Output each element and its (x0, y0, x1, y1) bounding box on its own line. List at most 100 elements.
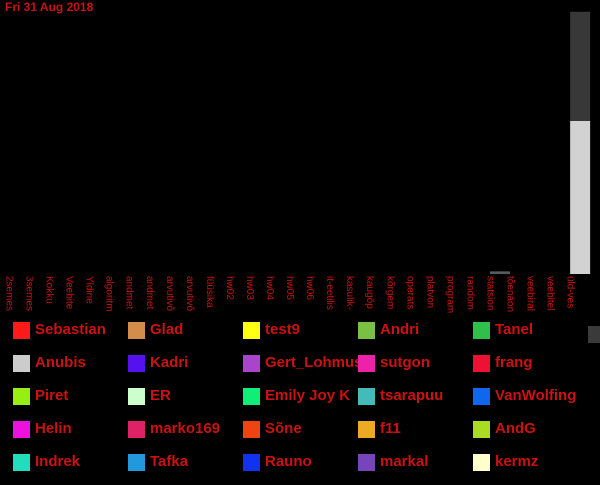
legend-swatch (358, 322, 375, 339)
x-tick-label: program (444, 276, 455, 313)
legend-item: Kadri (128, 352, 243, 374)
legend-swatch (128, 322, 145, 339)
legend-item: Tafka (128, 451, 243, 473)
legend-label: Piret (35, 387, 69, 404)
legend-item: Glad (128, 319, 243, 341)
x-tick-label: kasulik- (344, 276, 355, 310)
legend-label: kermz (495, 453, 539, 470)
x-tick-labels: 2semes 3semes Kokku Veebite Yldine algoritm an… (4, 276, 576, 313)
x-tick-label: tõenäon (505, 276, 516, 312)
x-tick-label: veebitel (545, 276, 556, 310)
bar-24-series-0 (489, 271, 510, 274)
x-tick-label: kaugõp (364, 276, 375, 309)
legend-item: Piret (13, 385, 128, 407)
x-tick-label: Veebite (64, 276, 75, 310)
legend-label: ER (150, 387, 171, 404)
legend-swatch (128, 454, 145, 471)
legend-label: Glad (150, 321, 184, 338)
legend-swatch (128, 421, 145, 438)
x-tick-label: hw02 (224, 276, 235, 300)
legend-item: AndG (473, 418, 588, 440)
legend-label: Sebastian (35, 321, 106, 338)
bar-28-series-1 (570, 11, 591, 121)
legend-label: Tafka (150, 453, 189, 470)
legend-swatch (243, 454, 260, 471)
x-tick-label: operats (404, 276, 415, 309)
legend-item: VanWolfing (473, 385, 588, 407)
legend-swatch (358, 454, 375, 471)
legend-label: VanWolfing (495, 387, 577, 404)
legend-label: Indrek (35, 453, 81, 470)
legend-item: Rauno (243, 451, 358, 473)
x-tick-label: algoritm (104, 276, 115, 312)
legend-item: tsarapuu (358, 385, 473, 407)
x-tick-label: statsion (484, 276, 495, 310)
legend-item: ER (128, 385, 243, 407)
x-tick-label: kõrgem (384, 276, 395, 309)
legend-swatch (473, 454, 490, 471)
legend-item: Emily Joy K (243, 385, 358, 407)
legend-item: frang (473, 352, 588, 374)
legend-label: Sõne (265, 420, 302, 437)
legend-swatch (13, 454, 30, 471)
x-tick-label: 2semes (4, 276, 15, 311)
legend-item: Tanel (473, 319, 588, 341)
legend-swatch (473, 322, 490, 339)
x-tick-label: veebiral (525, 276, 536, 311)
legend-label: AndG (495, 420, 536, 437)
legend-label: Helin (35, 420, 72, 437)
x-tick-label: hw05 (284, 276, 295, 300)
x-tick-label: andmet (144, 276, 155, 310)
legend-label: tsarapuu (380, 387, 444, 404)
bars-group (489, 11, 591, 274)
x-tick-label: hw03 (244, 276, 255, 300)
legend-item: sutgon (358, 352, 473, 374)
legend-swatch (13, 322, 30, 339)
legend-swatch (358, 421, 375, 438)
legend-label: frang (495, 354, 533, 371)
legend-label: Tanel (495, 321, 534, 338)
legend-item: Gert_Lohmus (243, 352, 358, 374)
legend-label: markal (380, 453, 429, 470)
legend-label: f11 (380, 420, 401, 437)
legend-swatch (243, 322, 260, 339)
legend-label: Gert_Lohmus (265, 354, 358, 371)
x-tick-label: füüsika (204, 276, 215, 308)
legend-swatch (128, 355, 145, 372)
legend-item: Anubis (13, 352, 128, 374)
x-tick-label: Kokku (44, 276, 55, 304)
x-tick-label: 3semes (24, 276, 35, 311)
legend-overflow-swatch (588, 326, 600, 343)
legend-swatch (13, 388, 30, 405)
legend-swatch (473, 421, 490, 438)
x-tick-label: arvutivõ (184, 276, 195, 311)
bar-chart: 2semes 3semes Kokku Veebite Yldine algoritm an… (4, 11, 591, 313)
legend-label: Anubis (35, 354, 86, 371)
legend-label: Andri (380, 321, 420, 338)
legend-label: Emily Joy K (265, 387, 351, 404)
legend-label: marko169 (150, 420, 221, 437)
x-tick-label: hw06 (304, 276, 315, 300)
x-tick-label: platvon (424, 276, 435, 308)
legend-item: marko169 (128, 418, 243, 440)
legend-swatch (243, 388, 260, 405)
legend-swatch (473, 388, 490, 405)
legend-swatch (473, 355, 490, 372)
legend-swatch (243, 355, 260, 372)
legend-swatch (128, 388, 145, 405)
legend-item: f11 (358, 418, 473, 440)
legend-swatch (243, 421, 260, 438)
legend-item: markal (358, 451, 473, 473)
legend-swatch (13, 421, 30, 438)
x-tick-label: arvutivõ (164, 276, 175, 311)
legend-label: Kadri (150, 354, 189, 371)
legend-label: Rauno (265, 453, 312, 470)
x-tick-label: andmet (124, 276, 135, 310)
legend-item: Sebastian (13, 319, 128, 341)
legend-item: Sõne (243, 418, 358, 440)
bar-28-series-0 (570, 120, 591, 274)
legend: Sebastian Glad test9 Andri Tanel Anubis Kadri G… (0, 316, 600, 485)
x-tick-label: üld-ves (565, 276, 576, 308)
legend-swatch (358, 355, 375, 372)
legend-item: Helin (13, 418, 128, 440)
